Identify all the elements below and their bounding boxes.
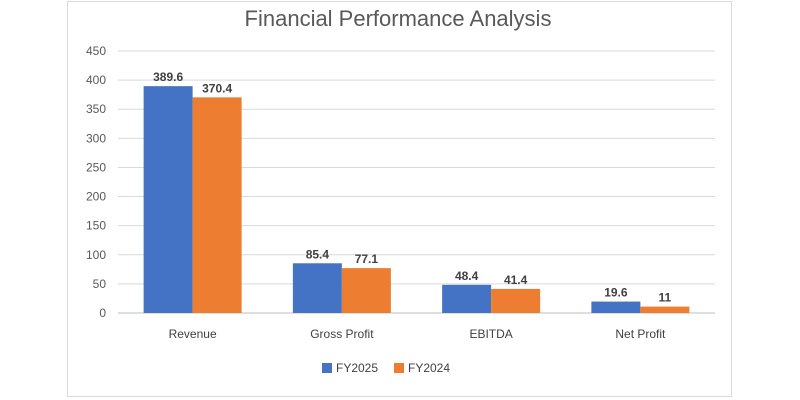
legend-swatch bbox=[322, 363, 332, 373]
bars bbox=[143, 86, 690, 314]
y-tick-label: 50 bbox=[93, 277, 107, 291]
y-tick-label: 350 bbox=[86, 102, 106, 116]
y-tick-label: 400 bbox=[86, 73, 106, 87]
x-category-label: Net Profit bbox=[615, 327, 666, 341]
bar-fy2024-ebitda bbox=[491, 288, 541, 313]
y-tick-label: 150 bbox=[86, 219, 106, 233]
legend: FY2025 FY2024 bbox=[322, 361, 450, 375]
data-label: 11 bbox=[659, 291, 672, 305]
bar-fy2025-ebitda bbox=[442, 284, 492, 313]
legend-item-fy2024: FY2024 bbox=[394, 361, 450, 375]
y-tick-label: 450 bbox=[86, 44, 106, 58]
bar-fy2024-net-profit bbox=[640, 306, 690, 313]
legend-item-fy2025: FY2025 bbox=[322, 361, 378, 375]
bar-fy2025-gross-profit bbox=[292, 263, 342, 313]
data-label: 19.6 bbox=[604, 286, 628, 300]
y-tick-label: 0 bbox=[99, 306, 106, 320]
chart-title: Financial Performance Analysis bbox=[245, 6, 552, 31]
data-label: 77.1 bbox=[355, 252, 379, 266]
y-tick-label: 250 bbox=[86, 160, 106, 174]
y-tick-label: 100 bbox=[86, 248, 106, 262]
legend-label: FY2024 bbox=[408, 361, 450, 375]
data-labels: 389.6 370.4 85.4 77.1 48.4 41.4 19.6 11 bbox=[153, 70, 671, 304]
data-label: 370.4 bbox=[202, 81, 232, 95]
y-axis-ticks: 0 50 100 150 200 250 300 350 400 450 bbox=[86, 44, 106, 320]
bar-fy2024-gross-profit bbox=[341, 268, 391, 313]
bar-fy2025-net-profit bbox=[591, 301, 641, 313]
bar-fy2025-revenue bbox=[143, 86, 193, 313]
legend-label: FY2025 bbox=[336, 361, 378, 375]
y-tick-label: 300 bbox=[86, 131, 106, 145]
x-axis-categories: Revenue Gross Profit EBITDA Net Profit bbox=[169, 327, 666, 341]
x-category-label: EBITDA bbox=[469, 327, 512, 341]
x-category-label: Revenue bbox=[169, 327, 217, 341]
legend-swatch bbox=[394, 363, 404, 373]
bar-fy2024-revenue bbox=[192, 97, 242, 314]
data-label: 389.6 bbox=[153, 70, 183, 84]
x-category-label: Gross Profit bbox=[310, 327, 374, 341]
data-label: 41.4 bbox=[504, 273, 528, 287]
y-tick-label: 200 bbox=[86, 190, 106, 204]
data-label: 85.4 bbox=[306, 247, 330, 261]
data-label: 48.4 bbox=[455, 269, 479, 283]
